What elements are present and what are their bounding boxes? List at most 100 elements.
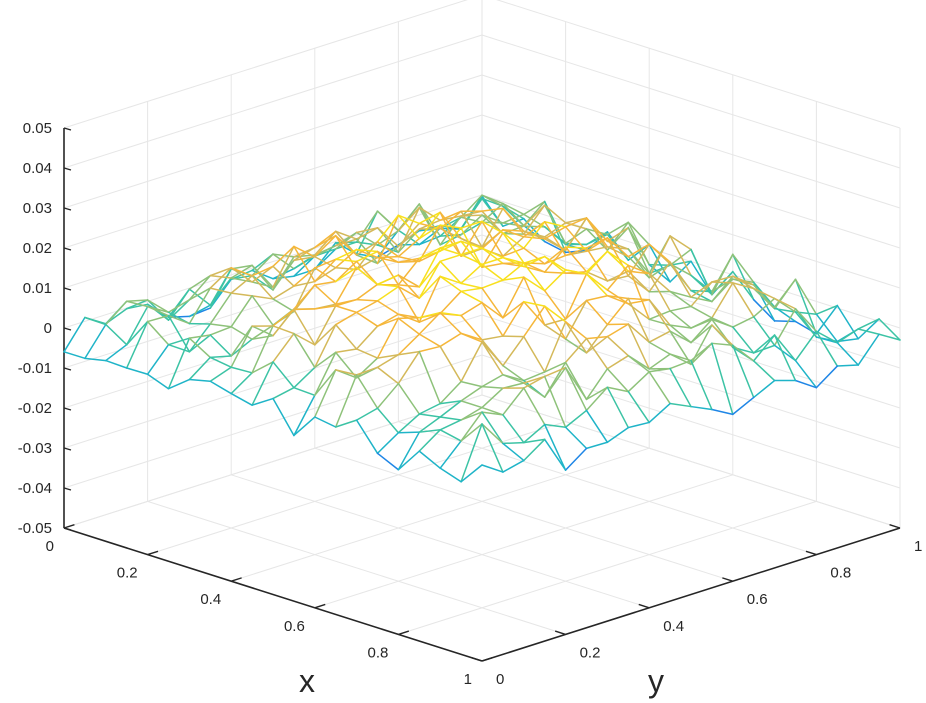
mesh-edge bbox=[773, 278, 797, 310]
mesh-edge bbox=[188, 378, 212, 383]
mesh-edge bbox=[711, 342, 734, 416]
mesh-edge bbox=[564, 228, 588, 245]
mesh-edge bbox=[397, 382, 421, 415]
mesh-edge bbox=[397, 222, 421, 248]
wall-grid-horizontal bbox=[481, 74, 901, 209]
mesh-edge bbox=[564, 273, 588, 320]
mesh-edge bbox=[481, 373, 504, 388]
mesh-edge bbox=[314, 323, 337, 346]
mesh-edge bbox=[334, 311, 358, 326]
mesh-edge bbox=[481, 210, 504, 235]
mesh-edge bbox=[397, 257, 421, 286]
mesh-edge bbox=[272, 332, 295, 363]
mesh-edge bbox=[334, 323, 358, 350]
mesh-edge bbox=[690, 289, 713, 303]
mesh-edge bbox=[314, 258, 337, 269]
z-tick-mark bbox=[63, 367, 72, 371]
mesh-edge bbox=[355, 348, 379, 359]
mesh-edge bbox=[606, 246, 630, 258]
mesh-edge bbox=[439, 211, 462, 240]
mesh-edge bbox=[439, 467, 462, 483]
mesh-edge bbox=[439, 419, 462, 431]
mesh-edge bbox=[397, 350, 421, 385]
mesh-edge bbox=[439, 311, 462, 317]
mesh-edge bbox=[585, 271, 609, 282]
mesh-edge bbox=[543, 220, 567, 228]
mesh-edge bbox=[481, 279, 504, 289]
mesh-edge bbox=[648, 261, 671, 293]
mesh-edge bbox=[460, 220, 483, 229]
mesh-edge bbox=[606, 226, 630, 251]
mesh-edge bbox=[334, 348, 358, 354]
mesh-edge bbox=[690, 405, 713, 411]
mesh-edge bbox=[397, 274, 421, 288]
mesh-edge bbox=[418, 429, 441, 433]
mesh-edge bbox=[84, 357, 107, 362]
mesh-edge bbox=[460, 423, 483, 483]
mesh-edge bbox=[376, 210, 400, 232]
mesh-edge bbox=[209, 366, 232, 383]
mesh-edge bbox=[585, 237, 609, 249]
mesh-edge bbox=[711, 342, 734, 347]
mesh-edge bbox=[397, 413, 421, 434]
mesh-edge bbox=[502, 232, 525, 249]
mesh-edge bbox=[418, 350, 441, 405]
mesh-edge bbox=[334, 298, 358, 307]
mesh-edge bbox=[167, 299, 191, 313]
mesh-edge bbox=[564, 409, 588, 428]
mesh-edge bbox=[125, 299, 149, 302]
mesh-edge bbox=[209, 326, 232, 336]
mesh-edge bbox=[648, 243, 671, 263]
mesh-edge bbox=[564, 299, 588, 320]
mesh-edge bbox=[481, 411, 504, 416]
mesh-edge bbox=[397, 237, 421, 258]
mesh-edge bbox=[564, 247, 588, 257]
mesh-edge bbox=[481, 207, 504, 212]
mesh-edge bbox=[376, 274, 400, 286]
mesh-edge bbox=[105, 300, 128, 326]
mesh-edge bbox=[627, 298, 650, 305]
mesh-edge bbox=[397, 285, 421, 300]
mesh-edge bbox=[732, 344, 755, 362]
mesh-edge bbox=[418, 260, 441, 288]
mesh-edge bbox=[878, 333, 901, 341]
mesh-edge bbox=[564, 246, 588, 249]
floor-grid-y bbox=[398, 421, 817, 556]
mesh-edge bbox=[355, 231, 379, 246]
mesh-edge bbox=[543, 246, 567, 273]
mesh-edge bbox=[543, 255, 567, 271]
mesh-edge bbox=[564, 321, 588, 340]
mesh-edge bbox=[439, 290, 462, 315]
mesh-edge bbox=[481, 385, 504, 389]
z-tick-label: 0.01 bbox=[23, 280, 52, 297]
z-tick-label: -0.02 bbox=[18, 400, 52, 417]
mesh-edge bbox=[606, 386, 630, 429]
mesh-edge bbox=[293, 284, 316, 310]
mesh-edge bbox=[502, 276, 525, 319]
mesh-edge bbox=[418, 311, 441, 335]
mesh-edge bbox=[251, 274, 274, 291]
mesh-edge bbox=[523, 300, 546, 307]
mesh-edge bbox=[418, 311, 441, 319]
wall-grid-horizontal bbox=[481, 394, 901, 529]
mesh-edge bbox=[773, 334, 797, 362]
x-tick-mark bbox=[314, 603, 326, 609]
mesh-edge bbox=[376, 250, 400, 264]
mesh-edge bbox=[314, 305, 337, 346]
mesh-edge bbox=[669, 330, 692, 344]
mesh-edge bbox=[794, 278, 818, 315]
mesh-edge bbox=[606, 221, 630, 236]
mesh-edge bbox=[502, 335, 525, 367]
mesh-edge bbox=[669, 324, 692, 329]
mesh-edge bbox=[314, 234, 337, 258]
z-tick-mark bbox=[63, 527, 72, 531]
mesh-edge bbox=[669, 260, 692, 267]
y-tick-label: 0.8 bbox=[830, 565, 851, 582]
mesh-edge bbox=[209, 356, 232, 368]
mesh-edge bbox=[355, 374, 379, 410]
mesh-edge bbox=[209, 268, 232, 306]
mesh-edge bbox=[460, 194, 483, 230]
y-tick-label: 0 bbox=[496, 671, 504, 688]
mesh-edge bbox=[815, 330, 839, 367]
mesh-edge bbox=[648, 243, 671, 283]
